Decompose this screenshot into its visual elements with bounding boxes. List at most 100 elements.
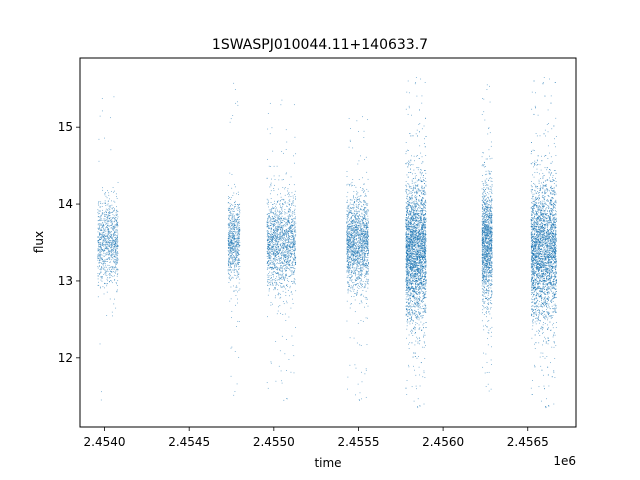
data-point	[358, 251, 360, 253]
data-point	[278, 250, 279, 252]
data-point	[361, 209, 363, 211]
data-point	[353, 263, 355, 265]
data-point	[278, 262, 280, 264]
data-point	[114, 266, 116, 268]
data-point	[359, 259, 361, 261]
data-point	[104, 236, 106, 237]
data-point	[291, 222, 293, 223]
data-point	[349, 212, 350, 214]
data-point	[351, 208, 352, 210]
data-point	[367, 246, 369, 247]
data-point	[359, 392, 361, 394]
data-point	[285, 339, 287, 340]
data-point	[284, 238, 286, 239]
data-point	[238, 237, 240, 239]
data-point	[100, 237, 102, 239]
data-point	[366, 171, 368, 173]
data-point	[103, 235, 104, 237]
data-point	[270, 234, 272, 236]
data-point	[267, 226, 269, 228]
data-point	[364, 247, 365, 249]
data-point	[228, 257, 229, 259]
data-point	[237, 302, 238, 304]
data-point	[353, 240, 354, 242]
data-point	[358, 206, 359, 208]
data-point	[112, 239, 114, 241]
data-point	[289, 226, 291, 228]
data-point	[358, 195, 360, 197]
data-point	[269, 213, 270, 215]
data-point	[360, 254, 362, 256]
data-point	[104, 220, 106, 222]
data-point	[367, 268, 369, 270]
data-point	[366, 223, 368, 225]
data-point	[277, 310, 279, 312]
data-point	[273, 236, 275, 237]
data-point	[272, 238, 273, 240]
data-point	[98, 210, 100, 212]
data-point	[231, 187, 233, 189]
data-point	[280, 370, 282, 372]
data-point	[280, 200, 281, 201]
data-point	[111, 224, 112, 226]
data-point	[346, 222, 348, 224]
data-point	[112, 238, 113, 240]
data-point	[359, 237, 361, 239]
data-point	[354, 234, 356, 236]
data-point	[289, 237, 290, 239]
data-point	[107, 268, 109, 270]
data-point	[102, 261, 104, 262]
data-point	[365, 212, 367, 214]
data-point	[103, 250, 105, 252]
data-point	[270, 237, 272, 238]
data-point	[107, 230, 109, 232]
data-point	[294, 253, 295, 254]
data-point	[283, 225, 285, 227]
data-point	[278, 227, 279, 229]
data-point	[272, 252, 274, 253]
data-point	[281, 267, 282, 269]
data-point	[286, 284, 287, 286]
data-point	[288, 214, 290, 216]
data-point	[116, 197, 118, 199]
data-point	[275, 243, 277, 245]
data-point	[284, 188, 286, 190]
data-point	[290, 230, 292, 232]
data-point	[282, 220, 284, 222]
data-point	[106, 261, 108, 262]
data-point	[109, 242, 111, 244]
data-point	[273, 239, 275, 241]
data-point	[289, 229, 291, 231]
data-point	[359, 199, 360, 201]
data-point	[97, 240, 99, 241]
data-point	[354, 243, 356, 244]
data-point	[228, 235, 230, 236]
data-point	[275, 243, 277, 245]
data-point	[288, 220, 290, 222]
data-point	[231, 244, 233, 246]
data-point	[104, 272, 106, 274]
data-point	[234, 210, 235, 212]
data-point	[237, 207, 239, 209]
data-point	[112, 229, 113, 231]
data-point	[285, 129, 287, 131]
data-point	[109, 298, 111, 300]
data-point	[111, 253, 113, 255]
data-point	[293, 271, 295, 273]
data-point	[359, 278, 361, 279]
data-point	[288, 221, 289, 222]
data-point	[228, 239, 230, 241]
data-point	[269, 251, 270, 253]
data-point	[356, 200, 358, 201]
data-point	[352, 179, 354, 180]
data-point	[237, 219, 238, 220]
data-point	[348, 212, 350, 214]
data-point	[235, 238, 237, 240]
data-point	[101, 213, 103, 215]
data-point	[360, 222, 361, 224]
data-point	[228, 212, 230, 213]
data-point	[282, 236, 284, 238]
data-point	[97, 249, 99, 250]
data-point	[289, 252, 291, 254]
data-point	[290, 270, 292, 272]
